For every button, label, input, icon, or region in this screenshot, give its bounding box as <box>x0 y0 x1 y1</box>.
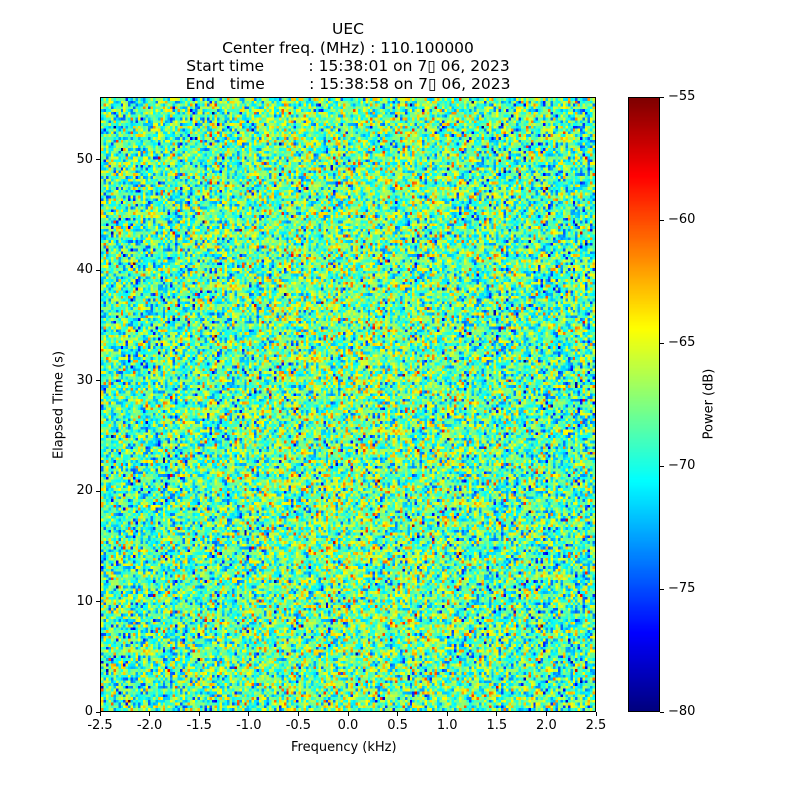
x-axis-label: Frequency (kHz) <box>291 740 397 755</box>
x-tick-mark <box>347 712 349 716</box>
x-tick-mark <box>545 712 547 716</box>
y-tick-label: 10 <box>76 593 93 609</box>
colorbar-tick-mark <box>660 342 664 344</box>
x-tick-label: -2.5 <box>87 718 113 733</box>
colorbar-tick-mark <box>660 711 664 713</box>
x-tick-label: 0.5 <box>387 718 408 733</box>
x-tick-mark <box>595 712 597 716</box>
y-tick-mark <box>96 601 100 603</box>
x-tick-label: -1.5 <box>186 718 212 733</box>
x-tick-mark <box>446 712 448 716</box>
x-tick-label: 1.0 <box>436 718 458 733</box>
colorbar-label: Power (dB) <box>701 368 717 440</box>
x-tick-label: 0.0 <box>337 718 359 733</box>
colorbar-tick-label: −70 <box>668 458 696 473</box>
x-tick-mark <box>149 712 151 716</box>
y-tick-mark <box>96 269 100 271</box>
spectrogram-image <box>101 98 595 711</box>
y-tick-label: 30 <box>76 372 93 388</box>
x-tick-label: 2.0 <box>536 718 557 733</box>
colorbar-gradient <box>629 98 659 711</box>
x-tick-mark <box>248 712 250 716</box>
colorbar-tick-label: −60 <box>668 212 696 227</box>
y-tick-label: 0 <box>84 704 93 719</box>
colorbar-tick-mark <box>660 96 664 98</box>
colorbar-tick-mark <box>660 219 664 221</box>
colorbar-tick-label: −75 <box>668 581 696 596</box>
title-line-4: End time : 15:38:58 on 7▯ 06, 2023 <box>185 75 511 93</box>
y-tick-mark <box>96 380 100 382</box>
y-tick-label: 50 <box>76 151 93 167</box>
y-tick-mark <box>96 159 100 161</box>
x-tick-mark <box>297 712 299 716</box>
x-tick-label: -1.0 <box>236 718 262 733</box>
x-tick-label: -2.0 <box>136 718 163 733</box>
y-tick-mark <box>96 490 100 492</box>
x-tick-mark <box>496 712 498 716</box>
colorbar-tick-mark <box>660 588 664 590</box>
title-line-2: Center freq. (MHz) : 110.100000 <box>222 39 474 57</box>
y-axis-label: Elapsed Time (s) <box>51 350 67 460</box>
y-tick-mark <box>96 711 100 713</box>
x-tick-label: -0.5 <box>285 718 312 733</box>
colorbar-tick-label: −65 <box>668 335 696 350</box>
title-line-3: Start time : 15:38:01 on 7▯ 06, 2023 <box>186 57 510 75</box>
y-tick-label: 40 <box>76 262 93 278</box>
x-tick-mark <box>198 712 200 716</box>
colorbar-tick-label: −55 <box>668 89 696 104</box>
x-tick-mark <box>397 712 399 716</box>
y-tick-label: 20 <box>76 483 93 499</box>
colorbar <box>628 97 660 712</box>
colorbar-tick-label: −80 <box>668 704 696 719</box>
x-tick-label: 2.5 <box>585 718 607 733</box>
x-tick-mark <box>99 712 101 716</box>
x-tick-label: 1.5 <box>486 718 508 733</box>
title-line-1: UEC <box>332 20 364 38</box>
colorbar-tick-mark <box>660 465 664 467</box>
plot-area <box>100 97 596 712</box>
